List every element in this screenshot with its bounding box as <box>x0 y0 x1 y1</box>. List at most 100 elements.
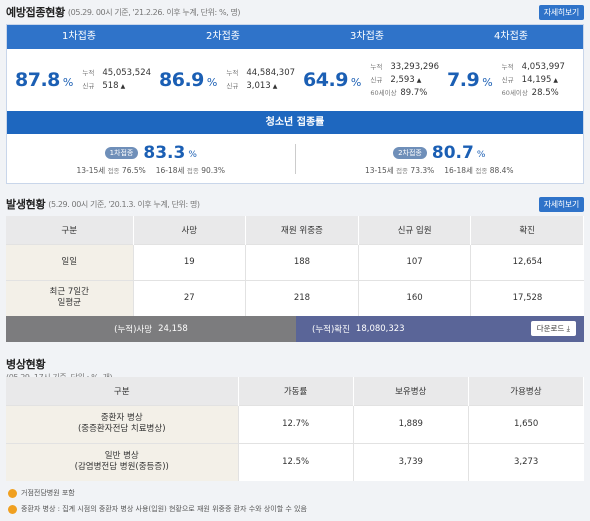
teen-dose-2-badge: 2차접종 <box>393 146 427 159</box>
dose-1-new: 518 <box>102 81 119 91</box>
cumulative-confirmed: (누적)확진 18,080,323 다운로드 ⤓ <box>296 316 584 342</box>
dose-stats: 87.8 % 누적 45,053,524 신규 518 ▲ 86.9 % 누적 44,5… <box>7 49 583 111</box>
dose-3-over-60: 89.7% <box>400 87 428 98</box>
cumulative-deaths: (누적)사망 24,158 <box>6 316 296 342</box>
dose-2-rate: 86.9 <box>159 69 204 91</box>
new-label: 신규 <box>501 75 514 84</box>
teen-dose-1-13-15-rate: 76.5% <box>121 165 146 175</box>
table-cell: 12.5% <box>237 442 354 481</box>
table-header-row: 구분 사망 재원 위중증 신규 입원 확진 <box>6 216 584 244</box>
header-occupancy: 가동률 <box>238 377 354 405</box>
cumulative-label: 누적 <box>226 69 239 77</box>
table-cell: 107 <box>357 243 471 280</box>
over-60-label: 60세이상 <box>370 88 397 97</box>
tab-dose-3: 3차접종 <box>350 31 384 42</box>
cumulative-confirmed-value: 18,080,323 <box>355 324 405 334</box>
tab-dose-1: 1차접종 <box>62 31 96 42</box>
cumulative-label: 누적 <box>370 62 383 71</box>
up-arrow-icon: ▲ <box>120 83 126 90</box>
header-critical: 재원 위중증 <box>245 216 359 244</box>
vaccine-subtitle: (05.29. 00시 기준, '21.2.26. 이후 누계, 단위: %, … <box>67 7 241 17</box>
header-available-beds: 가용병상 <box>468 377 585 405</box>
header-confirmed: 확진 <box>470 216 584 244</box>
up-arrow-icon: ▲ <box>272 83 278 90</box>
teen-dose-1-badge: 1차접종 <box>104 146 139 159</box>
dose-1-unit: % <box>62 76 74 89</box>
dose-2-new: 3,013 <box>246 81 271 91</box>
age-16-18-label: 16-18세 <box>444 165 473 175</box>
teen-dose-2-13-15-rate: 73.3% <box>410 165 435 175</box>
teen-dose-1-16-18-rate: 90.3% <box>201 165 226 175</box>
dose-2-stat: 86.9 % 누적 44,584,307 신규 3,013 ▲ <box>151 49 295 111</box>
table-row: 중환자 병상 (중증환자전담 치료병상) 12.7% 1,889 1,650 <box>6 404 584 443</box>
age-13-15-label: 13-15세 <box>364 165 394 175</box>
dose-4-rate: 7.9 <box>447 69 480 91</box>
tab-dose-2: 2차접종 <box>206 31 240 42</box>
dose-3-rate: 64.9 <box>303 69 348 91</box>
dose-3-stat: 64.9 % 누적 33,293,296 신규 2,593 ▲ 60세이상 89.7% <box>295 49 439 111</box>
cumulative-deaths-value: 24,158 <box>158 324 188 334</box>
up-arrow-icon: ▲ <box>416 76 422 84</box>
table-cell: 3,273 <box>467 442 584 481</box>
beds-header: 병상현황 <box>6 356 584 372</box>
new-label: 신규 <box>82 82 95 90</box>
occurrence-detail-button[interactable]: 자세히보기 <box>538 196 584 212</box>
cumulative-confirmed-label: (누적)확진 <box>312 325 350 335</box>
table-row: 일일 19 188 107 12,654 <box>6 243 584 280</box>
over-60-label: 60세이상 <box>501 88 528 97</box>
occurrence-title: 발생현황 <box>6 198 46 211</box>
teen-dose-1-unit: % <box>188 149 197 160</box>
dose-4-unit: % <box>482 76 493 89</box>
header-deaths: 사망 <box>133 216 247 244</box>
dose-4-over-60: 28.5% <box>531 87 559 98</box>
dose-1-rate: 87.8 <box>15 69 60 91</box>
table-row: 최근 7일간 일평균 27 218 160 17,528 <box>6 279 584 316</box>
cumulative-deaths-label: (누적)사망 <box>114 325 153 335</box>
occurrence-header: 발생현황 (5.29. 00시 기준, '20.1.3. 이후 누계, 단위: … <box>6 196 584 212</box>
up-arrow-icon: ▲ <box>553 76 559 84</box>
table-cell: 218 <box>245 279 359 316</box>
beds-title: 병상현황 <box>6 358 46 371</box>
teen-dose-2: 2차접종 80.7 % 13-15세 접종 73.3% 16-18세 접종 88… <box>296 134 584 184</box>
note-text: 중환자 병상 : 집계 시점의 중환자 병상 사용(입원) 현황으로 재원 위중… <box>21 505 307 513</box>
divider <box>294 144 296 174</box>
table-row: 일반 병상 (감염병전담 병원(중등증)) 12.5% 3,739 3,273 <box>6 442 584 481</box>
vaccine-title: 예방접종현황 <box>6 6 65 19</box>
table-cell: 19 <box>132 243 246 280</box>
dose-3-new: 2,593 <box>390 74 415 85</box>
teen-dose-1-rate: 83.3 <box>143 142 186 163</box>
vaccine-header: 예방접종현황 (05.29. 00시 기준, '21.2.26. 이후 누계, … <box>6 4 584 20</box>
cumulative-label: 누적 <box>82 69 95 77</box>
occurrence-table: 구분 사망 재원 위중증 신규 입원 확진 일일 19 188 107 12,6… <box>6 216 584 316</box>
dose-3-cumulative: 33,293,296 <box>390 61 440 72</box>
tab-dose-4: 4차접종 <box>494 31 528 42</box>
dose-1-cumulative: 45,053,524 <box>102 68 152 78</box>
age-13-15-label: 13-15세 <box>76 165 106 175</box>
row-label: 일일 <box>6 243 133 280</box>
teen-stats: 1차접종 83.3 % 13-15세 접종 76.5% 16-18세 접종 90… <box>7 134 583 184</box>
vaccine-detail-button[interactable]: 자세히보기 <box>538 4 584 20</box>
header-owned-beds: 보유병상 <box>353 377 469 405</box>
age-16-18-label: 16-18세 <box>155 165 185 175</box>
row-label: 중환자 병상 (중증환자전담 치료병상) <box>6 404 238 443</box>
teen-title: 청소년 접종률 <box>7 111 583 134</box>
dose-1-stat: 87.8 % 누적 45,053,524 신규 518 ▲ <box>7 49 151 111</box>
note-text: 거점전담병원 포함 <box>21 489 75 497</box>
teen-dose-1: 1차접종 83.3 % 13-15세 접종 76.5% 16-18세 접종 90… <box>7 134 295 184</box>
occurrence-subtitle: (5.29. 00시 기준, '20.1.3. 이후 누계, 단위: 명) <box>48 199 200 209</box>
note-item: 중환자 병상 : 집계 시점의 중환자 병상 사용(입원) 현황으로 재원 위중… <box>8 504 307 514</box>
table-cell: 160 <box>357 279 471 316</box>
vaccine-panel: 1차접종 2차접종 3차접종 4차접종 87.8 % 누적 45,053,524 … <box>6 24 584 184</box>
vaccinated-label: 접종 <box>396 166 409 175</box>
dose-2-cumulative: 44,584,307 <box>246 68 296 78</box>
download-button[interactable]: 다운로드 ⤓ <box>530 321 576 336</box>
dose-2-unit: % <box>206 76 218 89</box>
table-cell: 27 <box>132 279 246 316</box>
table-cell: 1,650 <box>467 404 584 443</box>
cumulative-summary: (누적)사망 24,158 (누적)확진 18,080,323 다운로드 ⤓ <box>6 316 584 342</box>
header-category: 구분 <box>6 377 239 405</box>
info-icon <box>8 504 17 514</box>
row-label: 최근 7일간 일평균 <box>6 279 133 316</box>
dose-4-stat: 7.9 % 누적 4,053,997 신규 14,195 ▲ 60세이상 28.5% <box>439 49 583 111</box>
beds-table: 구분 가동률 보유병상 가용병상 중환자 병상 (중증환자전담 치료병상) 12… <box>6 377 585 481</box>
